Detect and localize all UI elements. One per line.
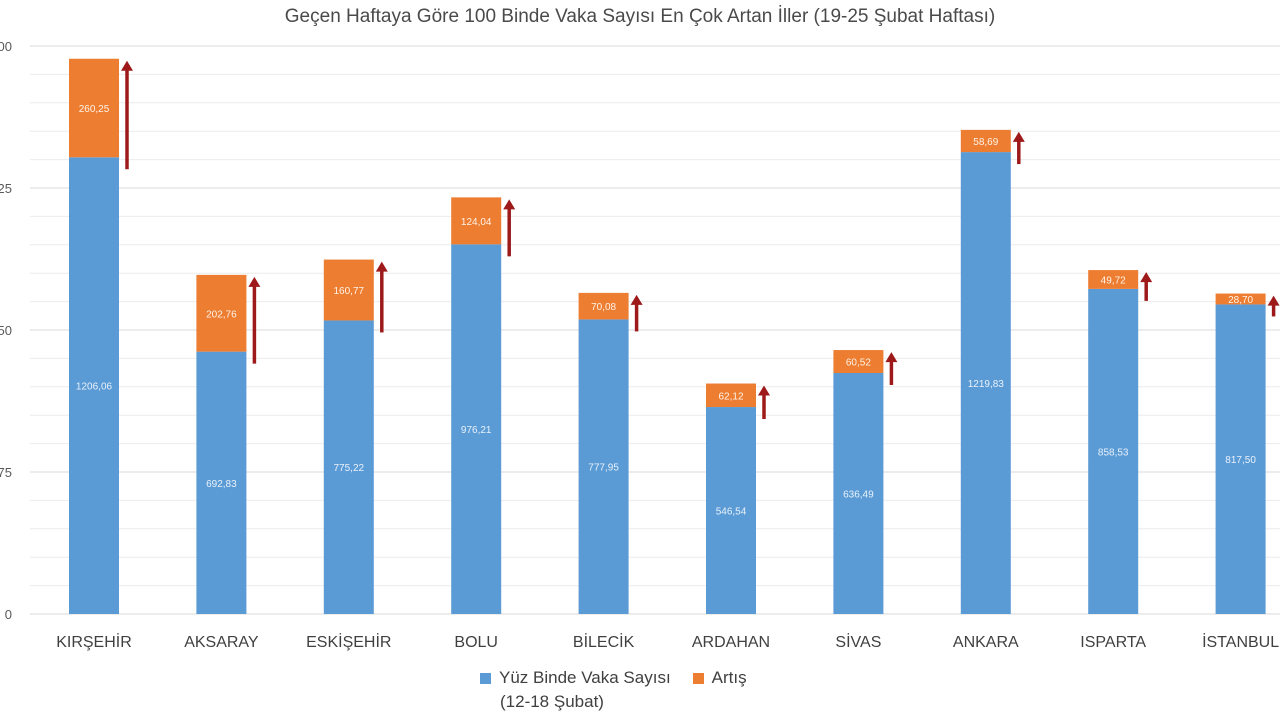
data-label-base: 976,21 xyxy=(461,425,492,436)
bar-increase xyxy=(833,350,884,373)
increase-arrow-head xyxy=(1012,131,1025,142)
data-label-base: 858,53 xyxy=(1098,447,1129,458)
bar-increase xyxy=(578,292,629,320)
data-label-increase: 160,77 xyxy=(334,286,365,297)
legend-note: (12-18 Şubat) xyxy=(500,692,604,711)
bar-base xyxy=(69,157,119,614)
category-label: BOLU xyxy=(454,634,498,651)
chart-title: Geçen Haftaya Göre 100 Binde Vaka Sayısı… xyxy=(284,6,996,27)
legend-label-increase: Artış xyxy=(711,668,747,687)
bar-base xyxy=(196,351,247,614)
data-label-increase: 62,12 xyxy=(718,391,743,402)
category-label: KIRŞEHİR xyxy=(56,632,132,651)
category-label: İSTANBUL xyxy=(1202,632,1279,651)
category-label: SİVAS xyxy=(835,632,881,651)
increase-arrow-head xyxy=(503,199,516,210)
increase-arrow-head xyxy=(630,294,643,305)
bar-increase xyxy=(451,197,502,245)
bar-base xyxy=(323,320,374,614)
category-label: AKSARAY xyxy=(184,634,259,651)
legend-item-increase: Artış xyxy=(692,668,747,688)
data-label-base: 775,22 xyxy=(334,463,365,474)
data-label-increase: 70,08 xyxy=(591,302,616,313)
bar-base xyxy=(451,244,502,615)
data-label-increase: 49,72 xyxy=(1101,275,1126,286)
bar-base xyxy=(833,372,884,614)
data-label-base: 636,49 xyxy=(843,489,874,500)
data-label-increase: 260,25 xyxy=(79,104,110,115)
bar-increase xyxy=(69,58,119,158)
data-label-base: 1206,06 xyxy=(76,382,113,393)
category-label: ARDAHAN xyxy=(692,634,770,651)
data-label-base: 817,50 xyxy=(1225,455,1256,466)
data-label-increase: 28,70 xyxy=(1228,295,1253,306)
bar-base xyxy=(706,407,756,614)
category-label: ISPARTA xyxy=(1080,634,1146,651)
increase-arrow-head xyxy=(885,352,898,363)
y-tick-label: 25 xyxy=(0,181,12,196)
bar-increase xyxy=(706,383,756,408)
increase-arrow-head xyxy=(121,60,133,71)
bars: 1206,06 260,25 692,83 202,76 775,22 160,77 976… xyxy=(69,58,1280,615)
data-label-increase: 124,04 xyxy=(461,217,492,228)
bar-increase xyxy=(960,129,1011,153)
legend-swatch-base xyxy=(480,672,491,684)
bar-increase xyxy=(1215,293,1266,305)
increase-arrow-head xyxy=(1140,272,1153,283)
bar-base xyxy=(578,319,629,614)
y-tick-label: 00 xyxy=(0,39,12,54)
data-label-base: 692,83 xyxy=(206,479,237,490)
bar-base xyxy=(960,152,1011,614)
y-tick-label: 75 xyxy=(0,465,12,480)
y-tick-label: 50 xyxy=(0,323,12,338)
category-label: ANKARA xyxy=(953,634,1019,651)
data-label-base: 546,54 xyxy=(716,507,747,518)
y-tick-labels: 0 75 50 25 00 xyxy=(0,39,12,622)
category-label: BİLECİK xyxy=(573,632,635,651)
legend: Yüz Binde Vaka Sayısı Artış (12-18 Şubat… xyxy=(480,668,769,712)
data-label-increase: 58,69 xyxy=(973,137,998,148)
legend-swatch-increase xyxy=(692,672,704,684)
increase-arrow-head xyxy=(248,276,261,287)
bar-increase xyxy=(323,259,374,321)
bar-base xyxy=(1088,288,1139,614)
chart-plot: 0 75 50 25 00 1206,06 260,25 692,83 202,76 775,2… xyxy=(0,39,1280,651)
category-label: ESKİŞEHİR xyxy=(306,632,391,651)
increase-arrow-head xyxy=(1267,295,1280,306)
data-label-increase: 202,76 xyxy=(206,309,237,320)
increase-arrow-head xyxy=(375,261,388,272)
y-tick-label: 0 xyxy=(5,607,12,622)
data-label-base: 777,95 xyxy=(588,463,619,474)
bar-base xyxy=(1215,304,1266,614)
data-label-increase: 60,52 xyxy=(846,358,871,369)
bar-increase xyxy=(1088,270,1139,289)
category-labels: KIRŞEHİR AKSARAY ESKİŞEHİR BOLU BİLECİK ARDAH… xyxy=(56,632,1279,651)
data-label-base: 1219,83 xyxy=(968,379,1005,390)
increase-arrow-head xyxy=(758,385,770,396)
legend-item-base: Yüz Binde Vaka Sayısı xyxy=(480,668,671,688)
bar-increase xyxy=(196,274,247,352)
legend-label-base: Yüz Binde Vaka Sayısı xyxy=(499,668,671,687)
